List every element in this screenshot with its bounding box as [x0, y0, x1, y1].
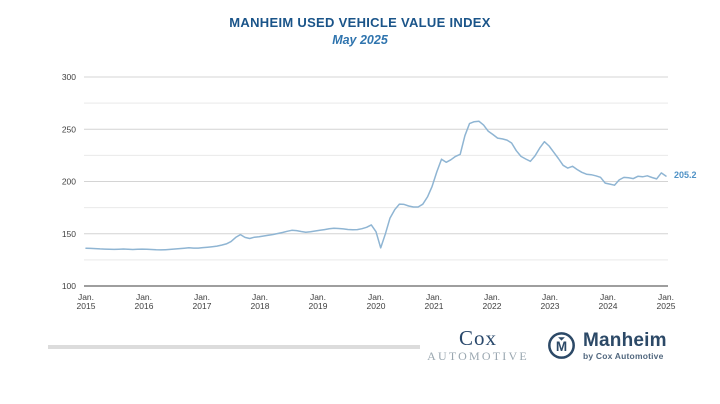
x-tick-label-month: Jan. — [484, 292, 500, 302]
y-tick-label: 100 — [62, 281, 76, 291]
cox-automotive-logo: Cox AUTOMOTIVE — [408, 326, 548, 363]
x-tick-label-year: 2022 — [483, 301, 502, 311]
manheim-logo-subtext: by Cox Automotive — [583, 351, 664, 361]
x-tick-label-month: Jan. — [426, 292, 442, 302]
cox-logo-subword: AUTOMOTIVE — [427, 349, 529, 363]
manheim-m-circle-icon: M — [548, 332, 575, 360]
manheim-logo-name: Manheim — [583, 330, 667, 351]
cox-logo-word: Cox — [458, 326, 497, 350]
y-tick-label: 250 — [62, 124, 76, 134]
x-tick-label-month: Jan. — [252, 292, 268, 302]
x-tick-label-month: Jan. — [600, 292, 616, 302]
latest-value-label: 205.2 — [674, 170, 697, 180]
x-tick-label-year: 2021 — [425, 301, 444, 311]
chart-title: MANHEIM USED VEHICLE VALUE INDEX — [229, 15, 491, 30]
x-tick-label-year: 2017 — [193, 301, 212, 311]
y-tick-label: 300 — [62, 72, 76, 82]
y-tick-label: 150 — [62, 229, 76, 239]
x-tick-label-year: 2016 — [135, 301, 154, 311]
x-tick-label-year: 2018 — [251, 301, 270, 311]
x-tick-label-year: 2020 — [367, 301, 386, 311]
index-line-series — [85, 120, 667, 251]
x-tick-label-month: Jan. — [658, 292, 674, 302]
x-tick-label-month: Jan. — [310, 292, 326, 302]
x-tick-label-year: 2019 — [309, 301, 328, 311]
x-tick-label-year: 2024 — [599, 301, 618, 311]
svg-text:M: M — [556, 339, 567, 354]
line-chart: 100150200250300Jan.2015Jan.2016Jan.2017J… — [62, 72, 697, 311]
footer-divider — [48, 345, 420, 349]
x-tick-label-year: 2023 — [541, 301, 560, 311]
y-tick-label: 200 — [62, 177, 76, 187]
x-tick-label-month: Jan. — [78, 292, 94, 302]
manheim-logo: M Manheim by Cox Automotive — [547, 331, 667, 361]
chart-subtitle: May 2025 — [332, 33, 388, 47]
x-tick-label-month: Jan. — [542, 292, 558, 302]
x-tick-label-month: Jan. — [136, 292, 152, 302]
x-tick-label-month: Jan. — [368, 292, 384, 302]
x-tick-label-year: 2015 — [77, 301, 96, 311]
x-tick-label-year: 2025 — [657, 301, 676, 311]
x-tick-label-month: Jan. — [194, 292, 210, 302]
